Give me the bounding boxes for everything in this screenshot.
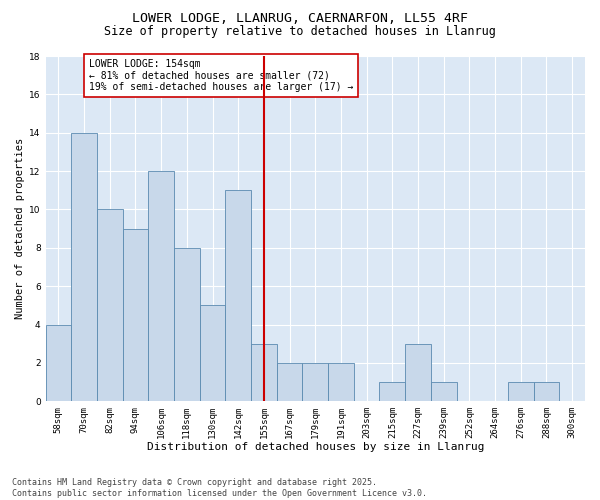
Text: LOWER LODGE, LLANRUG, CAERNARFON, LL55 4RF: LOWER LODGE, LLANRUG, CAERNARFON, LL55 4… <box>132 12 468 26</box>
Bar <box>533 382 559 401</box>
Y-axis label: Number of detached properties: Number of detached properties <box>15 138 25 319</box>
Bar <box>277 363 302 401</box>
Bar <box>226 190 251 401</box>
Bar <box>148 171 174 401</box>
X-axis label: Distribution of detached houses by size in Llanrug: Distribution of detached houses by size … <box>146 442 484 452</box>
Bar <box>302 363 328 401</box>
Bar <box>97 210 122 401</box>
Bar <box>431 382 457 401</box>
Text: Contains HM Land Registry data © Crown copyright and database right 2025.
Contai: Contains HM Land Registry data © Crown c… <box>12 478 427 498</box>
Text: Size of property relative to detached houses in Llanrug: Size of property relative to detached ho… <box>104 24 496 38</box>
Bar <box>251 344 277 401</box>
Bar <box>328 363 354 401</box>
Bar <box>379 382 405 401</box>
Bar <box>508 382 533 401</box>
Text: LOWER LODGE: 154sqm
← 81% of detached houses are smaller (72)
19% of semi-detach: LOWER LODGE: 154sqm ← 81% of detached ho… <box>89 59 353 92</box>
Bar <box>174 248 200 401</box>
Bar <box>71 132 97 401</box>
Bar <box>122 228 148 401</box>
Bar <box>200 306 226 401</box>
Bar <box>46 324 71 401</box>
Bar <box>405 344 431 401</box>
